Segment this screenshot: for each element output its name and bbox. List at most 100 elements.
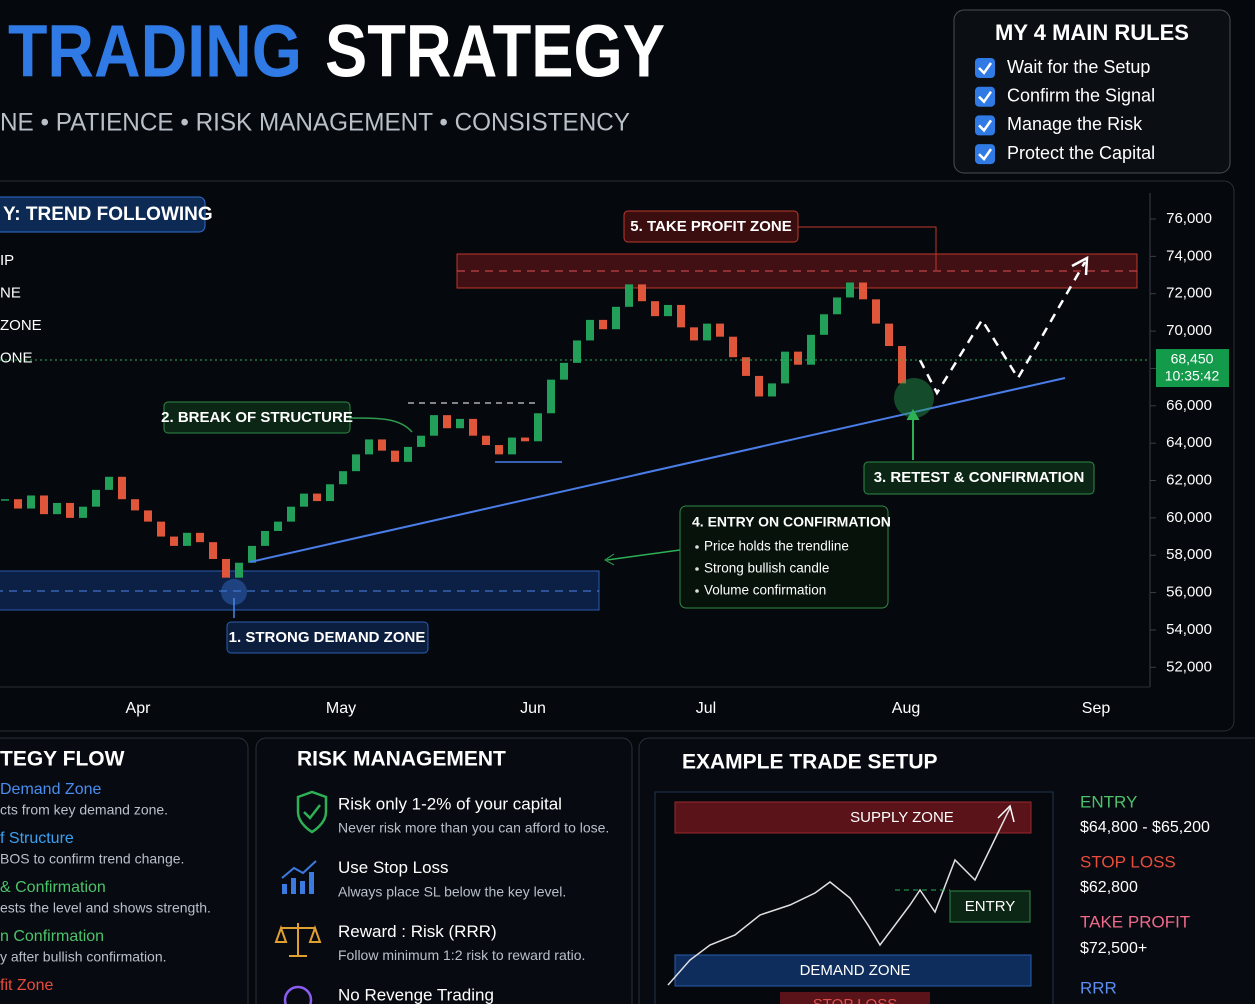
- candle: [885, 323, 893, 347]
- axes: 52,000 54,000 56,000 58,000 60,000 62,000 64,0…: [0, 210, 1229, 717]
- y-tick-label: 58,000: [1166, 546, 1212, 563]
- candle: [625, 284, 633, 307]
- stop-label: STOP LOSS: [1080, 852, 1176, 871]
- candle: [599, 319, 607, 330]
- trendline: [249, 377, 1066, 563]
- candle: [521, 437, 529, 442]
- candle: [833, 297, 841, 315]
- candle: [339, 471, 347, 485]
- tp-value: $72,500+: [1080, 940, 1147, 957]
- flow-step-title: Demand Zone: [0, 781, 101, 798]
- icon-bar: [291, 878, 296, 894]
- candle: [729, 336, 737, 358]
- retest-label: 3. RETEST & CONFIRMATION: [874, 469, 1085, 486]
- flow-step-desc: BOS to confirm trend change.: [0, 851, 184, 867]
- supply-zone: [674, 801, 1032, 834]
- legend-item: ONE: [0, 349, 33, 366]
- candle: [53, 502, 61, 515]
- candle: [352, 454, 360, 472]
- chart-panel: [0, 180, 1235, 732]
- icon-stroke: [274, 925, 322, 943]
- rules-title: MY 4 MAIN RULES: [995, 20, 1189, 45]
- tp-label: 5. TAKE PROFIT ZONE: [630, 218, 791, 235]
- checkmark: [978, 119, 993, 133]
- risk-item-title: Risk only 1-2% of your capital: [338, 794, 562, 813]
- candle: [131, 499, 139, 511]
- checkbox: [975, 115, 995, 136]
- candle: [651, 301, 659, 317]
- bos-label-box: [163, 401, 351, 434]
- candle: [391, 450, 399, 462]
- bullet: [695, 545, 699, 549]
- candle: [586, 319, 594, 341]
- strategy-badge: [0, 196, 206, 233]
- demand-zone: [0, 570, 600, 611]
- price-tag-value: 68,450: [1171, 351, 1214, 367]
- candle: [495, 445, 503, 455]
- candle: [313, 493, 321, 502]
- candle: [664, 304, 672, 317]
- candle: [118, 476, 126, 500]
- entry-point: Volume confirmation: [704, 583, 826, 598]
- entry-point: Strong bullish candle: [704, 561, 829, 576]
- candle: [183, 532, 191, 546]
- candle: [365, 439, 373, 455]
- candle: [378, 439, 386, 451]
- chart-icon: [282, 872, 314, 894]
- candle: [456, 418, 464, 429]
- candle: [612, 306, 620, 330]
- candle: [742, 357, 750, 376]
- risk-item-desc: Always place SL below the key level.: [338, 883, 566, 899]
- candle: [417, 435, 425, 447]
- legend-item: NE: [0, 284, 21, 301]
- candle: [27, 495, 35, 509]
- candle: [196, 532, 204, 543]
- shield-icon: [296, 790, 328, 834]
- trade-title: EXAMPLE TRADE SETUP: [682, 751, 938, 774]
- entry-label: ENTRY: [1080, 792, 1137, 811]
- candle: [573, 340, 581, 363]
- candle: [1, 499, 9, 501]
- candle: [690, 327, 698, 341]
- risk-panel: [255, 737, 633, 1004]
- candle: [14, 499, 22, 509]
- candle: [872, 299, 880, 324]
- y-tick-label: 54,000: [1166, 621, 1212, 638]
- candle: [209, 542, 217, 559]
- risk-items: Risk only 1-2% of your capital Never risk…: [338, 794, 609, 1004]
- stop-value: $62,800: [1080, 879, 1138, 896]
- candle: [300, 493, 308, 507]
- y-tick-label: 60,000: [1166, 509, 1212, 526]
- candle: [677, 304, 685, 328]
- tp-connector: [798, 226, 937, 270]
- icon-bar: [309, 872, 314, 894]
- risk-item-title: No Revenge Trading: [338, 986, 494, 1004]
- bos-connector: [349, 417, 413, 433]
- entry-tag-box: [949, 890, 1031, 923]
- flow-title: TEGY FLOW: [0, 748, 125, 771]
- candle: [560, 362, 568, 380]
- candle: [781, 351, 789, 384]
- y-tick-label: 56,000: [1166, 584, 1212, 601]
- candle: [235, 562, 243, 578]
- scales-icon: [274, 923, 322, 957]
- bullet: [695, 567, 699, 571]
- risk-item-desc: Follow minimum 1:2 risk to reward ratio.: [338, 947, 585, 963]
- demand-label: 1. STRONG DEMAND ZONE: [229, 629, 426, 646]
- risk-item-title: Reward : Risk (RRR): [338, 922, 497, 941]
- candle: [274, 521, 282, 531]
- checkmark: [978, 90, 993, 104]
- chart-icon-line: [281, 860, 317, 879]
- candle: [326, 484, 334, 502]
- candle: [144, 510, 152, 522]
- x-tick-label: Apr: [126, 700, 152, 717]
- projection: [918, 261, 1087, 396]
- checkbox: [975, 86, 995, 107]
- candle: [261, 530, 269, 546]
- checkbox: [975, 58, 995, 78]
- mini-price-path: [667, 807, 1011, 986]
- candle: [79, 506, 87, 518]
- flow-step-desc: y after bullish confirmation.: [0, 949, 167, 965]
